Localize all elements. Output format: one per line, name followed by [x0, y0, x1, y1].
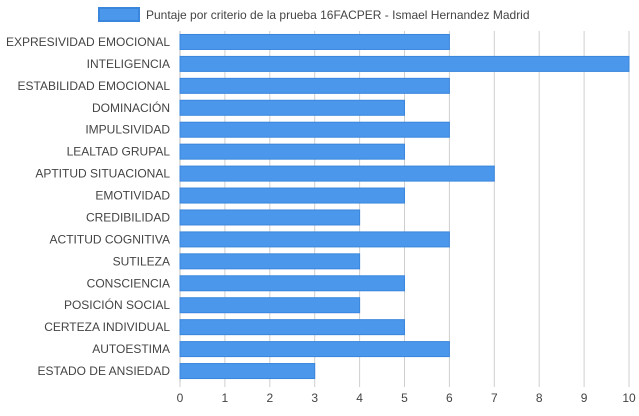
bar[interactable] [179, 121, 450, 138]
bar[interactable] [179, 319, 405, 336]
bar[interactable] [179, 231, 450, 248]
x-tick-labels: 0 1 2 3 4 5 6 7 8 9 10 [177, 391, 636, 405]
x-tick-label: 5 [401, 391, 408, 405]
bar[interactable] [179, 187, 405, 204]
x-tick-label: 2 [266, 391, 273, 405]
category-label: CERTEZA INDIVIDUAL [44, 320, 170, 334]
legend-label: Puntaje por criterio de la prueba 16FACP… [146, 8, 530, 22]
category-label: CONSCIENCIA [87, 276, 170, 290]
bar[interactable] [179, 99, 405, 116]
x-tick-label: 7 [491, 391, 498, 405]
category-label: EXPRESIVIDAD EMOCIONAL [6, 35, 170, 49]
category-label: EMOTIVIDAD [95, 189, 170, 203]
category-label: POSICIÓN SOCIAL [64, 297, 170, 312]
x-tick-label: 3 [311, 391, 318, 405]
category-label: INTELIGENCIA [87, 57, 170, 71]
x-tick-label: 9 [581, 391, 588, 405]
x-tick-label: 0 [177, 391, 184, 405]
bars [179, 33, 630, 380]
bar[interactable] [179, 297, 361, 314]
category-label: SUTILEZA [113, 254, 170, 268]
bar[interactable] [179, 363, 316, 380]
category-label: CREDIBILIDAD [86, 210, 170, 224]
bar[interactable] [179, 341, 450, 358]
bar[interactable] [179, 275, 405, 292]
category-label: ESTADO DE ANSIEDAD [38, 364, 171, 378]
category-label: IMPULSIVIDAD [85, 123, 170, 137]
legend-swatch [98, 7, 140, 22]
x-tick-label: 1 [222, 391, 229, 405]
legend[interactable]: Puntaje por criterio de la prueba 16FACP… [98, 7, 530, 22]
bar[interactable] [179, 253, 361, 270]
category-label: LEALTAD GRUPAL [67, 145, 171, 159]
x-tick-label: 10 [622, 391, 636, 405]
bar[interactable] [179, 143, 405, 160]
x-tick-label: 6 [446, 391, 453, 405]
bar[interactable] [179, 165, 495, 182]
category-label: ACTITUD COGNITIVA [50, 232, 170, 246]
bar[interactable] [179, 77, 450, 94]
category-label: DOMINACIÓN [92, 100, 170, 115]
bar[interactable] [179, 209, 361, 226]
category-label: ESTABILIDAD EMOCIONAL [18, 79, 171, 93]
category-label: APTITUD SITUACIONAL [35, 167, 170, 181]
category-labels: EXPRESIVIDAD EMOCIONAL INTELIGENCIA ESTABI… [6, 35, 170, 378]
x-tick-label: 4 [356, 391, 363, 405]
bar[interactable] [179, 55, 630, 72]
bar[interactable] [179, 33, 450, 50]
category-label: AUTOESTIMA [92, 342, 170, 356]
x-tick-label: 8 [536, 391, 543, 405]
